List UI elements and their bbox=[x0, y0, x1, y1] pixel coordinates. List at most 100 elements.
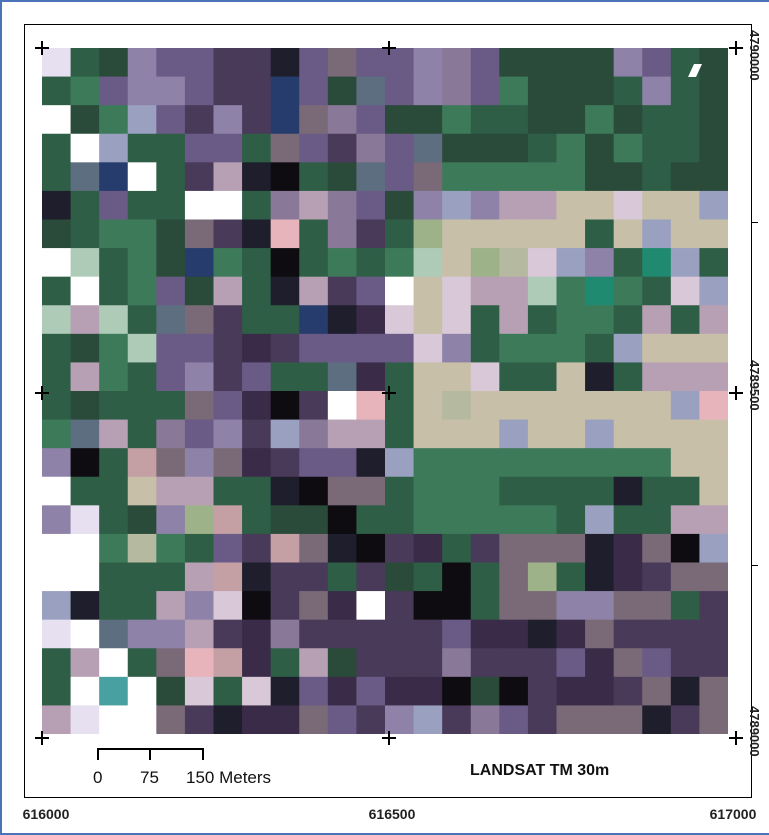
raster-pixel bbox=[270, 505, 300, 535]
raster-pixel bbox=[670, 162, 701, 192]
raster-pixel bbox=[413, 505, 443, 535]
raster-pixel bbox=[670, 676, 701, 707]
raster-pixel bbox=[499, 162, 529, 192]
raster-pixel bbox=[670, 333, 701, 364]
raster-pixel bbox=[299, 333, 329, 364]
raster-pixel bbox=[585, 362, 615, 392]
raster-pixel bbox=[156, 419, 186, 449]
raster-pixel bbox=[42, 76, 72, 106]
raster-pixel bbox=[413, 305, 443, 335]
raster-pixel bbox=[70, 362, 100, 392]
raster-pixel bbox=[299, 562, 329, 592]
raster-pixel bbox=[670, 305, 701, 335]
raster-pixel bbox=[242, 419, 272, 449]
raster-pixel bbox=[527, 476, 558, 506]
raster-pixel bbox=[327, 219, 358, 249]
raster-pixel bbox=[642, 391, 672, 421]
raster-pixel bbox=[699, 562, 728, 592]
raster-pixel bbox=[42, 219, 72, 249]
raster-pixel bbox=[127, 619, 157, 649]
raster-pixel bbox=[99, 76, 129, 106]
raster-pixel bbox=[127, 448, 157, 478]
raster-pixel bbox=[42, 648, 72, 678]
raster-pixel bbox=[413, 276, 443, 306]
raster-pixel bbox=[213, 162, 243, 192]
raster-pixel bbox=[242, 648, 272, 678]
raster-pixel bbox=[99, 333, 129, 364]
raster-pixel bbox=[127, 105, 157, 135]
raster-pixel bbox=[213, 676, 243, 707]
raster-pixel bbox=[327, 362, 358, 392]
raster-pixel bbox=[356, 362, 386, 392]
raster-pixel bbox=[556, 533, 586, 564]
raster-pixel bbox=[99, 305, 129, 335]
raster-pixel bbox=[556, 419, 586, 449]
raster-pixel bbox=[527, 562, 558, 592]
raster-pixel bbox=[613, 676, 643, 707]
raster-pixel bbox=[127, 391, 157, 421]
raster-pixel bbox=[527, 76, 558, 106]
raster-pixel bbox=[156, 676, 186, 707]
raster-pixel bbox=[385, 333, 415, 364]
raster-pixel bbox=[556, 305, 586, 335]
raster-pixel bbox=[470, 190, 500, 221]
raster-pixel bbox=[299, 648, 329, 678]
raster-pixel bbox=[127, 562, 157, 592]
raster-pixel bbox=[242, 219, 272, 249]
raster-pixel bbox=[184, 333, 215, 364]
raster-pixel bbox=[99, 48, 129, 78]
raster-pixel bbox=[270, 333, 300, 364]
raster-pixel bbox=[556, 476, 586, 506]
raster-pixel bbox=[413, 162, 443, 192]
raster-pixel bbox=[556, 648, 586, 678]
raster-pixel bbox=[413, 476, 443, 506]
raster-pixel bbox=[299, 391, 329, 421]
raster-pixel bbox=[385, 648, 415, 678]
x-tick-label-616500: 616500 bbox=[368, 806, 416, 822]
raster-pixel bbox=[70, 705, 100, 734]
raster-pixel bbox=[184, 505, 215, 535]
raster-pixel bbox=[699, 533, 728, 564]
raster-pixel bbox=[613, 391, 643, 421]
raster-pixel bbox=[356, 219, 386, 249]
raster-pixel bbox=[613, 419, 643, 449]
raster-pixel bbox=[470, 705, 500, 734]
raster-pixel bbox=[385, 591, 415, 621]
raster-pixel bbox=[356, 476, 386, 506]
raster-pixel bbox=[213, 133, 243, 163]
raster-pixel bbox=[270, 419, 300, 449]
raster-pixel bbox=[499, 562, 529, 592]
sensor-label: LANDSAT TM 30m bbox=[470, 762, 610, 779]
raster-pixel bbox=[385, 676, 415, 707]
raster-pixel bbox=[442, 190, 472, 221]
raster-pixel bbox=[70, 619, 100, 649]
raster-pixel bbox=[99, 533, 129, 564]
raster-pixel bbox=[413, 705, 443, 734]
raster-pixel bbox=[442, 505, 472, 535]
raster-pixel bbox=[613, 619, 643, 649]
raster-pixel bbox=[670, 619, 701, 649]
raster-pixel bbox=[556, 276, 586, 306]
raster-pixel bbox=[413, 448, 443, 478]
raster-pixel bbox=[670, 105, 701, 135]
raster-pixel bbox=[299, 476, 329, 506]
raster-pixel bbox=[327, 505, 358, 535]
raster-pixel bbox=[42, 305, 72, 335]
raster-pixel bbox=[413, 619, 443, 649]
raster-pixel bbox=[99, 105, 129, 135]
raster-pixel bbox=[699, 105, 728, 135]
raster-pixel bbox=[42, 705, 72, 734]
raster-pixel bbox=[127, 705, 157, 734]
raster-pixel bbox=[42, 162, 72, 192]
raster-pixel bbox=[699, 676, 728, 707]
raster-pixel bbox=[356, 562, 386, 592]
raster-pixel bbox=[527, 505, 558, 535]
raster-pixel bbox=[184, 362, 215, 392]
grid-cross-bottom-left bbox=[35, 731, 49, 745]
raster-pixel bbox=[242, 305, 272, 335]
raster-pixel bbox=[670, 591, 701, 621]
raster-pixel bbox=[356, 676, 386, 707]
raster-pixel bbox=[385, 133, 415, 163]
raster-pixel bbox=[270, 648, 300, 678]
raster-pixel bbox=[242, 48, 272, 78]
